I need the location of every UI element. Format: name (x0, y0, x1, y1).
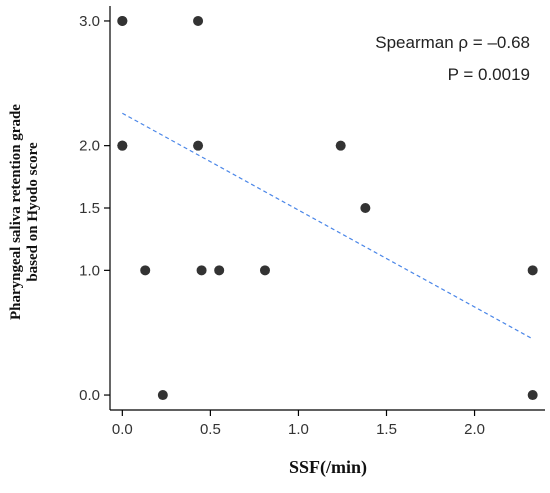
y-axis-title-line-1: Pharyngeal saliva retention grade (8, 104, 24, 320)
data-point (360, 203, 371, 213)
spearman-annotation: Spearman ρ = –0.68 (375, 33, 530, 52)
x-tick-label: 0.5 (200, 421, 221, 438)
data-point (193, 140, 204, 151)
x-axis-title: SSF(/min) (289, 457, 367, 478)
p-value-annotation: P = 0.0019 (448, 65, 530, 84)
data-point (214, 265, 225, 276)
data-point (157, 390, 168, 401)
x-tick-label: 2.0 (464, 421, 485, 438)
y-tick-label: 1.5 (79, 200, 100, 217)
data-point (196, 265, 207, 276)
y-tick-label: 3.0 (79, 13, 100, 30)
y-tick-label: 0.0 (79, 387, 100, 404)
data-point (117, 15, 128, 26)
trend-line (122, 112, 533, 340)
trend-group (122, 112, 533, 340)
x-ticks: 0.0 0.5 1.0 1.5 2.0 (112, 410, 485, 438)
y-axis-title: Pharyngeal saliva retention grade based … (8, 104, 41, 320)
y-ticks: 0.0 1.0 1.5 2.0 3.0 (79, 13, 110, 404)
y-axis-title-line-2: based on Hyodo score (25, 142, 41, 282)
data-point (527, 390, 538, 401)
y-tick-label: 2.0 (79, 138, 100, 155)
data-point (193, 15, 204, 26)
x-tick-label: 1.0 (288, 421, 309, 438)
data-point (335, 140, 346, 151)
data-point (117, 140, 128, 151)
x-tick-label: 0.0 (112, 421, 133, 438)
points-group (117, 15, 538, 401)
data-point (259, 265, 270, 276)
data-point (527, 265, 538, 276)
data-point (140, 265, 151, 276)
y-tick-label: 1.0 (79, 262, 100, 279)
x-tick-label: 1.5 (376, 421, 397, 438)
